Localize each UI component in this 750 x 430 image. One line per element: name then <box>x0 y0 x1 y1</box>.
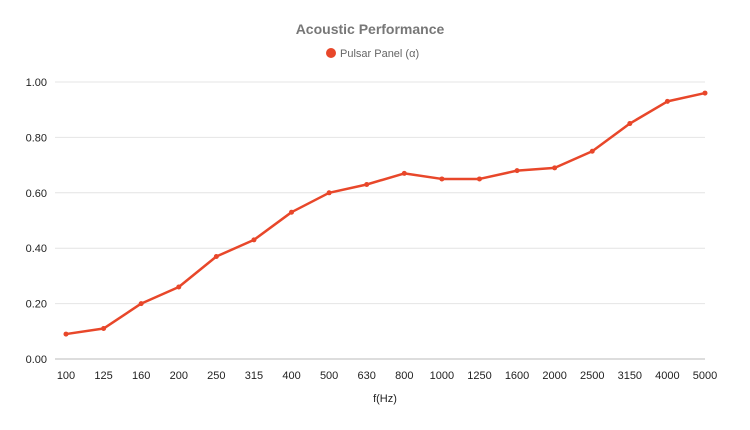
x-tick-label: 4000 <box>655 370 679 382</box>
data-point[interactable] <box>364 181 370 187</box>
data-point[interactable] <box>401 170 407 176</box>
data-point[interactable] <box>326 190 332 196</box>
x-tick-label: 100 <box>57 370 75 382</box>
data-point[interactable] <box>251 237 257 243</box>
x-tick-label: 1600 <box>505 370 529 382</box>
y-tick-label: 0.00 <box>26 354 47 366</box>
y-tick-label: 1.00 <box>26 77 47 89</box>
x-tick-label: 1250 <box>467 370 491 382</box>
x-tick-label: 3150 <box>618 370 642 382</box>
data-point[interactable] <box>702 90 708 96</box>
data-point[interactable] <box>627 121 633 127</box>
x-tick-label: 2500 <box>580 370 604 382</box>
x-tick-label: 160 <box>132 370 150 382</box>
x-tick-label: 200 <box>170 370 188 382</box>
data-point[interactable] <box>514 168 520 174</box>
x-tick-label: 5000 <box>693 370 717 382</box>
data-point[interactable] <box>476 176 482 182</box>
y-tick-label: 0.80 <box>26 132 47 144</box>
y-tick-label: 0.20 <box>26 299 47 311</box>
data-point[interactable] <box>176 284 182 290</box>
x-tick-label: 1000 <box>430 370 454 382</box>
x-tick-label: 250 <box>207 370 225 382</box>
series-line <box>65 91 706 336</box>
x-tick-label: 630 <box>358 370 376 382</box>
x-tick-label: 800 <box>395 370 413 382</box>
x-axis-label: f(Hz) <box>373 393 397 405</box>
data-point[interactable] <box>589 148 595 154</box>
legend-marker <box>326 48 336 58</box>
data-point[interactable] <box>63 331 69 337</box>
data-point[interactable] <box>664 98 670 104</box>
y-tick-label: 0.60 <box>26 188 47 200</box>
data-point[interactable] <box>138 301 144 307</box>
data-point[interactable] <box>289 209 295 215</box>
legend-label: Pulsar Panel (α) <box>340 48 419 60</box>
x-tick-label: 315 <box>245 370 263 382</box>
x-tick-label: 2000 <box>542 370 566 382</box>
data-point[interactable] <box>552 165 558 171</box>
data-point[interactable] <box>439 176 445 182</box>
x-tick-label: 400 <box>282 370 300 382</box>
chart-title: Acoustic Performance <box>296 21 445 37</box>
y-tick-label: 0.40 <box>26 243 47 255</box>
legend[interactable]: Pulsar Panel (α) <box>326 48 419 60</box>
data-point[interactable] <box>213 254 219 260</box>
x-tick-label: 125 <box>94 370 112 382</box>
x-tick-label: 500 <box>320 370 338 382</box>
data-point[interactable] <box>101 326 107 332</box>
